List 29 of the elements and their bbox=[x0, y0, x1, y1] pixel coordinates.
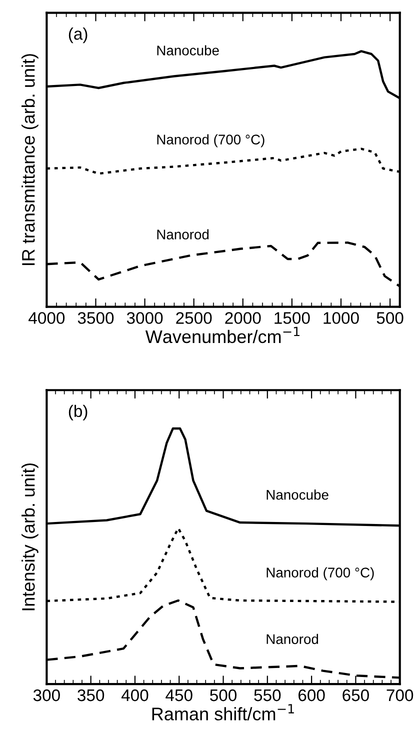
x-axis-title: Wavenumber/cm$^{−1}$ bbox=[145, 326, 300, 344]
series-label: Nanocube bbox=[266, 490, 328, 500]
x-tick-label: 2500 bbox=[176, 312, 212, 324]
x-axis-title: Raman shift/cm$^{−1}$ bbox=[152, 704, 294, 720]
x-tick-label: 450 bbox=[166, 689, 192, 702]
y-axis-title: IR transmittance (arb. unit) bbox=[22, 54, 38, 266]
x-tick-label: 1500 bbox=[274, 312, 310, 324]
x-tick-label: 500 bbox=[376, 312, 404, 324]
x-tick-label: 700 bbox=[386, 689, 414, 702]
y-axis-title: Intensity (arb. unit) bbox=[22, 463, 38, 610]
series-label: Nanorod bbox=[157, 229, 209, 240]
x-tick-label: 500 bbox=[210, 689, 237, 702]
series-label: Nanorod (700 °C) bbox=[157, 134, 264, 148]
x-tick-label: 400 bbox=[121, 689, 148, 702]
x-tick-label: 350 bbox=[78, 689, 104, 702]
x-tick-label: 3500 bbox=[78, 312, 114, 324]
series-label: Nanorod (700 °C) bbox=[266, 567, 374, 580]
x-tick-label: 550 bbox=[254, 689, 281, 702]
text: (b) bbox=[68, 404, 88, 420]
text: (a) bbox=[68, 28, 88, 44]
x-tick-label: 2000 bbox=[225, 312, 261, 324]
x-tick-label: 650 bbox=[342, 689, 369, 702]
x-tick-label: 3000 bbox=[126, 312, 163, 324]
x-tick-label: 1000 bbox=[324, 312, 359, 324]
x-tick-label: 600 bbox=[298, 689, 325, 702]
x-tick-label: 300 bbox=[33, 689, 60, 702]
series-label: Nanocube bbox=[157, 45, 219, 56]
x-tick-label: 4000 bbox=[28, 312, 65, 324]
series-label: Nanorod bbox=[266, 634, 318, 644]
